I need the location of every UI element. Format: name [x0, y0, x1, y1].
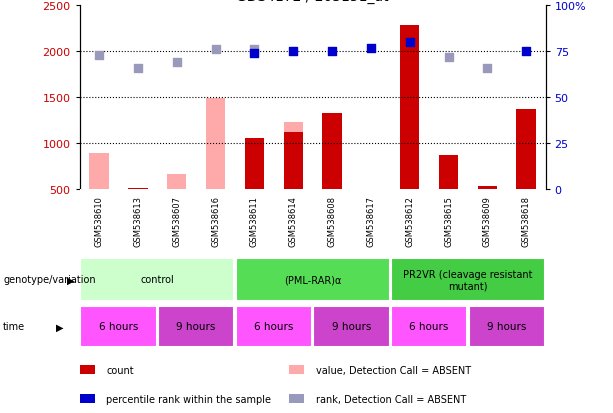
Text: value, Detection Call = ABSENT: value, Detection Call = ABSENT — [316, 365, 471, 375]
Text: 6 hours: 6 hours — [99, 322, 138, 332]
Point — [288, 49, 298, 55]
Bar — [284, 123, 303, 190]
Text: GSM538607: GSM538607 — [172, 195, 181, 246]
Point — [249, 51, 259, 57]
Text: 9 hours: 9 hours — [487, 322, 527, 332]
Text: percentile rank within the sample: percentile rank within the sample — [106, 394, 271, 404]
Point — [133, 65, 143, 72]
Point — [172, 60, 181, 66]
Bar — [80, 258, 234, 301]
Point — [94, 52, 104, 59]
Text: GSM538612: GSM538612 — [405, 195, 414, 246]
Bar — [158, 306, 234, 347]
Text: GSM538614: GSM538614 — [289, 195, 298, 246]
Bar — [400, 26, 419, 190]
Point — [521, 49, 531, 55]
Text: GSM538611: GSM538611 — [250, 195, 259, 246]
Text: control: control — [140, 275, 174, 285]
Text: 9 hours: 9 hours — [177, 322, 216, 332]
Point — [366, 45, 376, 52]
Text: 6 hours: 6 hours — [409, 322, 449, 332]
Text: GSM538617: GSM538617 — [367, 195, 375, 246]
Bar — [391, 306, 467, 347]
Bar — [322, 114, 342, 190]
Text: GSM538610: GSM538610 — [94, 195, 104, 246]
Bar — [80, 394, 94, 403]
Text: 6 hours: 6 hours — [254, 322, 294, 332]
Text: ▶: ▶ — [67, 275, 74, 285]
Bar — [89, 153, 109, 190]
Point — [405, 40, 414, 46]
Point — [327, 49, 337, 55]
Text: rank, Detection Call = ABSENT: rank, Detection Call = ABSENT — [316, 394, 466, 404]
Bar — [206, 99, 226, 190]
Point — [482, 65, 492, 72]
Text: count: count — [106, 365, 134, 375]
Bar — [313, 306, 389, 347]
Text: GSM538615: GSM538615 — [444, 195, 453, 246]
Bar — [289, 394, 304, 403]
Text: GSM538608: GSM538608 — [327, 195, 337, 246]
Bar — [469, 306, 545, 347]
Bar — [391, 258, 545, 301]
Text: GSM538618: GSM538618 — [522, 195, 531, 246]
Text: GSM538616: GSM538616 — [211, 195, 220, 246]
Text: time: time — [3, 322, 25, 332]
Text: GSM538613: GSM538613 — [134, 195, 142, 246]
Bar — [80, 306, 156, 347]
Bar — [128, 188, 148, 190]
Text: 9 hours: 9 hours — [332, 322, 371, 332]
Text: PR2VR (cleavage resistant
mutant): PR2VR (cleavage resistant mutant) — [403, 269, 533, 291]
Bar — [236, 306, 312, 347]
Bar — [245, 138, 264, 190]
Bar — [516, 109, 536, 190]
Point — [211, 47, 221, 54]
Text: genotype/variation: genotype/variation — [3, 275, 96, 285]
Bar — [80, 365, 94, 374]
Text: (PML-RAR)α: (PML-RAR)α — [284, 275, 341, 285]
Bar — [439, 156, 459, 190]
Bar — [289, 365, 304, 374]
Bar — [236, 258, 389, 301]
Bar — [478, 186, 497, 190]
Bar — [167, 174, 186, 190]
Text: GSM538609: GSM538609 — [483, 195, 492, 246]
Point — [249, 47, 259, 54]
Title: GDS4172 / 203151_at: GDS4172 / 203151_at — [237, 0, 389, 4]
Text: ▶: ▶ — [56, 322, 64, 332]
Point — [444, 55, 454, 61]
Bar — [439, 167, 459, 190]
Bar — [284, 133, 303, 190]
